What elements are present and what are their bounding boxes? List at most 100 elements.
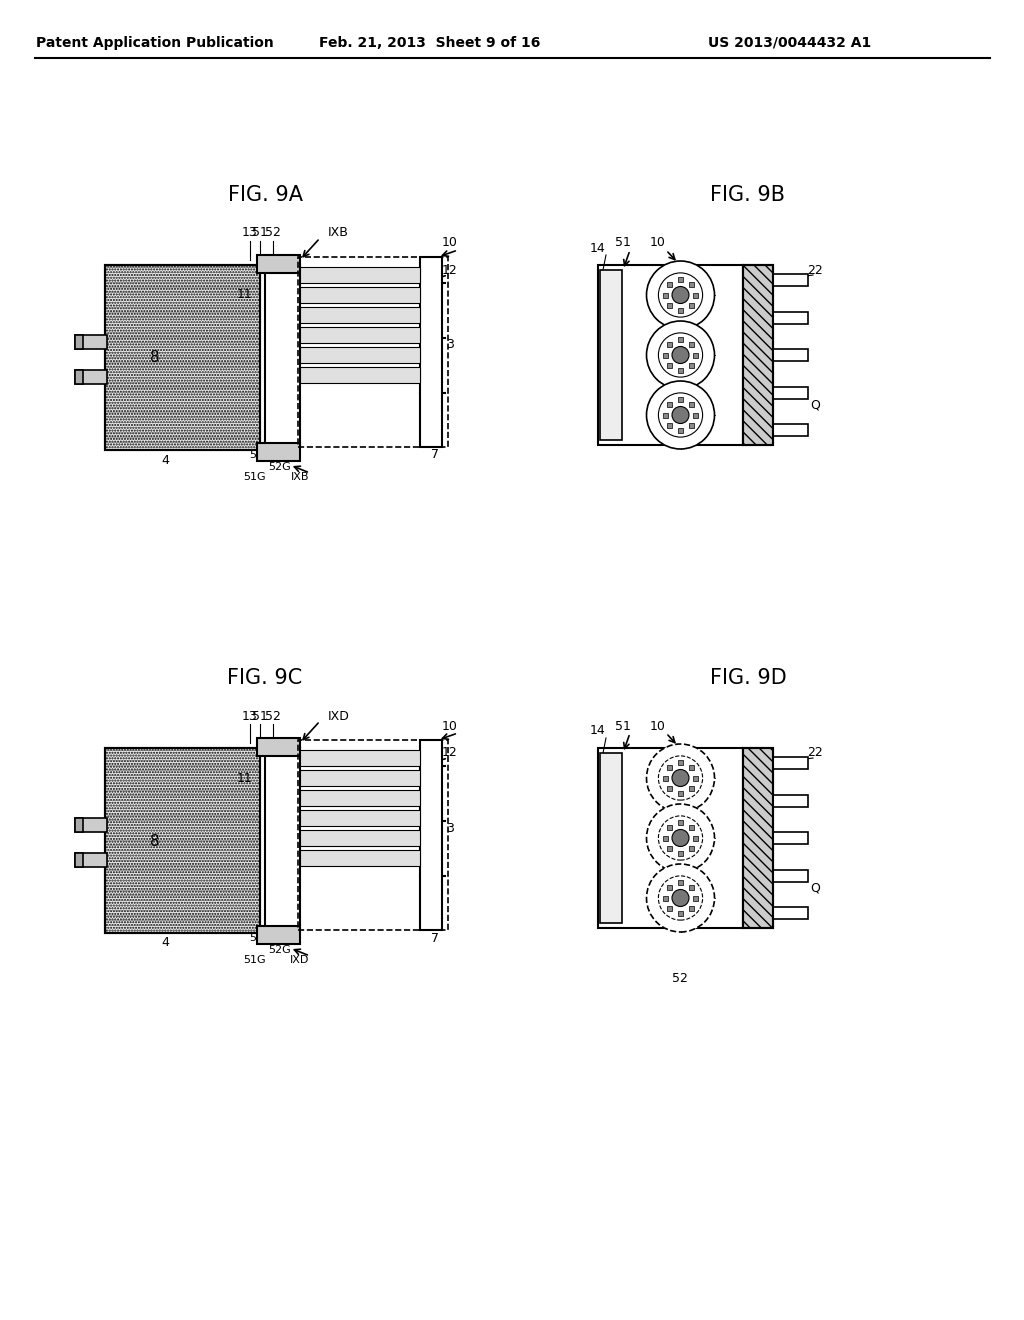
Circle shape — [658, 333, 702, 378]
Bar — [265, 265, 300, 445]
Bar — [420, 257, 442, 447]
Bar — [773, 312, 808, 323]
Bar — [693, 895, 698, 900]
Bar — [689, 884, 694, 890]
Text: 7: 7 — [431, 932, 439, 945]
Circle shape — [646, 321, 715, 389]
Bar — [298, 257, 449, 447]
Bar — [668, 907, 672, 911]
Bar — [663, 776, 668, 780]
Circle shape — [646, 804, 715, 873]
Text: 51: 51 — [615, 719, 631, 733]
Text: 8: 8 — [151, 351, 160, 366]
Bar — [300, 286, 420, 304]
Bar — [300, 308, 420, 323]
Bar — [75, 818, 106, 832]
Bar — [265, 748, 300, 928]
Bar — [773, 348, 808, 360]
Bar — [75, 853, 106, 867]
Text: FIG. 9B: FIG. 9B — [711, 185, 785, 205]
Text: 52: 52 — [265, 710, 281, 722]
Text: 8: 8 — [151, 833, 160, 849]
Bar — [773, 275, 808, 286]
Bar — [75, 853, 83, 867]
Bar — [668, 424, 672, 428]
Circle shape — [672, 770, 689, 787]
Circle shape — [672, 286, 689, 304]
Text: 52G: 52G — [268, 462, 292, 473]
Bar — [773, 907, 808, 919]
Bar — [678, 277, 683, 282]
Text: IXB: IXB — [328, 227, 349, 239]
Text: 11: 11 — [238, 289, 253, 301]
Text: 3: 3 — [446, 821, 454, 834]
Bar — [678, 851, 683, 855]
Bar — [598, 748, 743, 928]
Text: Q: Q — [810, 882, 820, 895]
Bar — [743, 265, 773, 445]
Bar — [773, 756, 808, 770]
Text: 13: 13 — [242, 227, 258, 239]
Bar — [668, 884, 672, 890]
Bar — [668, 846, 672, 851]
Text: Patent Application Publication: Patent Application Publication — [36, 36, 273, 50]
Text: 51: 51 — [615, 236, 631, 249]
Bar — [300, 267, 420, 282]
Bar — [298, 741, 449, 931]
Circle shape — [672, 346, 689, 363]
Text: Feb. 21, 2013  Sheet 9 of 16: Feb. 21, 2013 Sheet 9 of 16 — [319, 36, 541, 50]
Bar — [300, 850, 420, 866]
Bar — [689, 846, 694, 851]
Bar — [300, 750, 420, 766]
Text: 14: 14 — [590, 725, 606, 738]
Bar — [420, 741, 442, 931]
Bar — [668, 304, 672, 309]
Bar — [75, 335, 83, 348]
Bar — [689, 281, 694, 286]
Text: IXD: IXD — [291, 954, 309, 965]
Bar — [693, 412, 698, 417]
Text: 13: 13 — [242, 710, 258, 722]
Text: 14: 14 — [590, 242, 606, 255]
Bar — [693, 836, 698, 841]
Text: FIG. 9C: FIG. 9C — [227, 668, 303, 688]
Bar — [663, 352, 668, 358]
Bar — [668, 825, 672, 830]
Bar — [689, 825, 694, 830]
Bar — [668, 764, 672, 770]
Bar — [668, 281, 672, 286]
Bar — [678, 820, 683, 825]
Circle shape — [672, 890, 689, 907]
Text: 10: 10 — [442, 236, 458, 249]
Text: 51: 51 — [252, 227, 268, 239]
Circle shape — [672, 829, 689, 846]
Circle shape — [658, 393, 702, 437]
Text: FIG. 9D: FIG. 9D — [710, 668, 786, 688]
Bar — [689, 764, 694, 770]
Text: 52: 52 — [265, 227, 281, 239]
Bar — [678, 911, 683, 916]
Text: US 2013/0044432 A1: US 2013/0044432 A1 — [709, 36, 871, 50]
Bar — [773, 795, 808, 807]
Bar — [257, 444, 300, 461]
Bar — [663, 293, 668, 297]
Text: Q: Q — [810, 399, 820, 412]
Text: 3: 3 — [446, 338, 454, 351]
Text: IXD: IXD — [328, 710, 350, 722]
Bar — [678, 791, 683, 796]
Circle shape — [646, 381, 715, 449]
Bar — [678, 428, 683, 433]
Text: 7: 7 — [431, 449, 439, 462]
Bar — [75, 370, 83, 384]
Bar — [689, 787, 694, 791]
Text: 52G: 52G — [268, 945, 292, 954]
Text: FIG. 9A: FIG. 9A — [227, 185, 302, 205]
Bar — [668, 363, 672, 368]
Bar — [75, 370, 106, 384]
Bar — [257, 927, 300, 944]
Bar — [743, 265, 773, 445]
Bar — [600, 271, 622, 440]
Bar — [773, 870, 808, 882]
Bar — [773, 832, 808, 843]
Bar — [678, 397, 683, 403]
